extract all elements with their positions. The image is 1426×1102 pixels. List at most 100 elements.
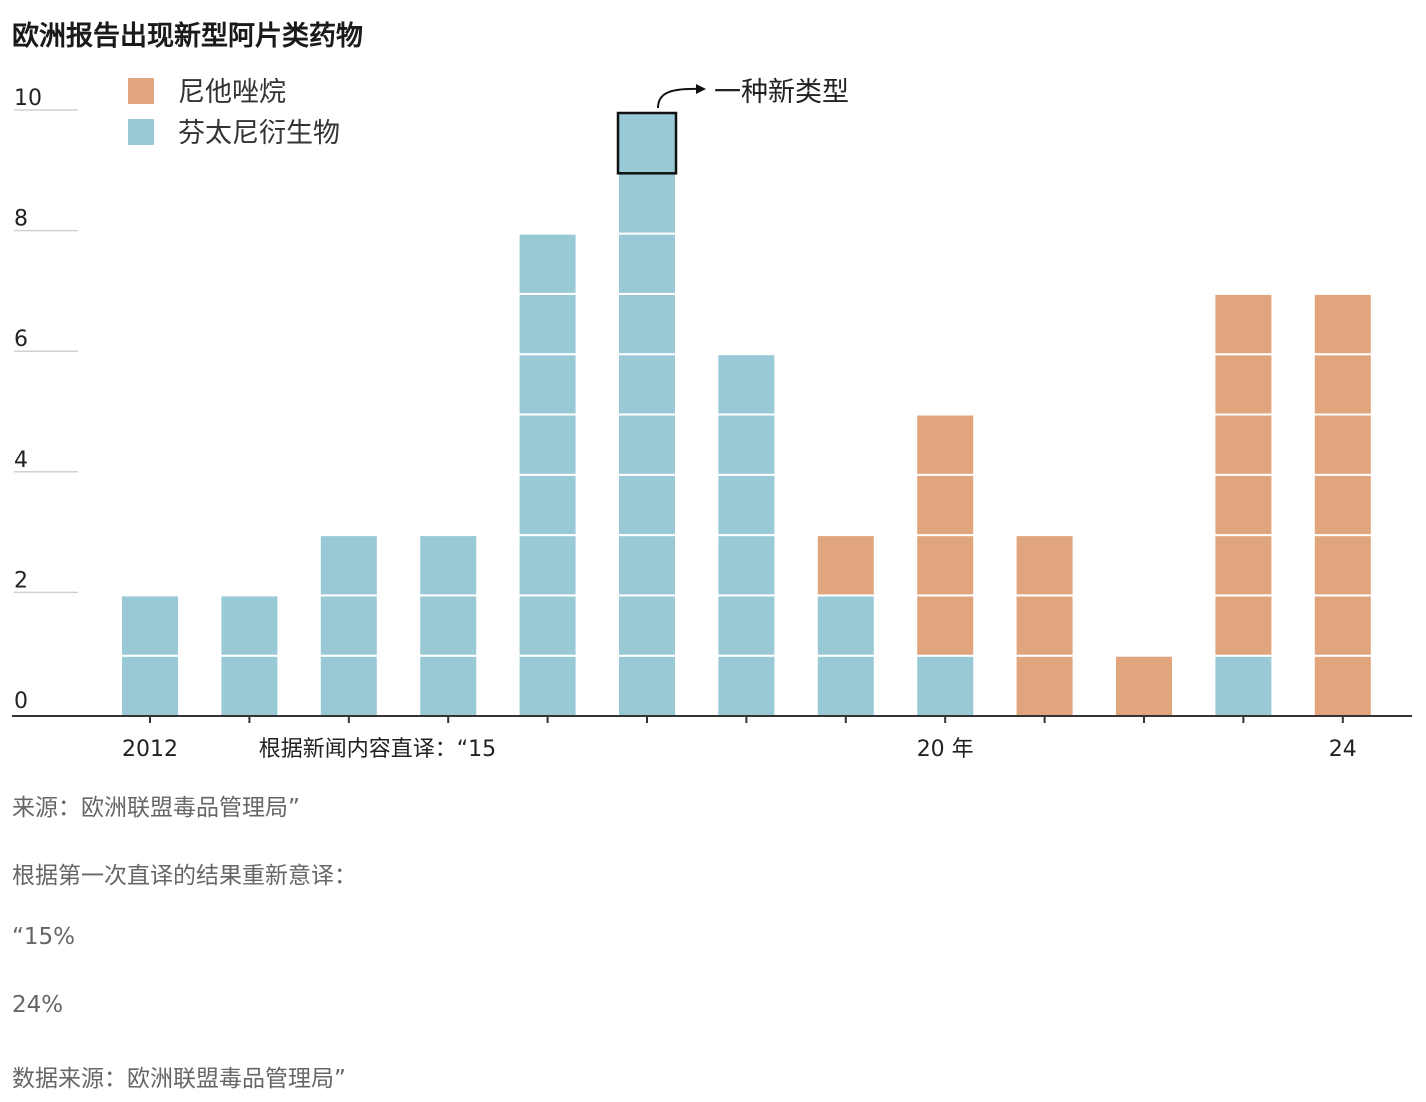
bar-segment — [1014, 654, 1075, 718]
bar-segment — [1213, 473, 1274, 537]
bar-2014 — [318, 534, 379, 718]
bar-segment — [617, 654, 677, 718]
bar-segment — [1213, 534, 1274, 597]
bar-2013 — [219, 594, 280, 718]
bar-segment — [1312, 654, 1373, 718]
bar-segment — [1312, 292, 1373, 356]
bar-segment — [617, 172, 677, 235]
legend-label: 芬太尼衍生物 — [178, 118, 340, 149]
annotation-label: 一种新类型 — [714, 77, 849, 108]
bar-segment — [915, 534, 976, 597]
highlighted-new-type-block — [616, 111, 678, 175]
x-axis: 2012 根据新闻内容直译：“15 20 年 24 — [12, 715, 1412, 762]
bar-segment — [617, 473, 677, 537]
bar-segment — [1213, 413, 1274, 476]
bar-segment — [517, 292, 578, 356]
x-tick-label: 根据新闻内容直译：“15 — [259, 737, 496, 762]
bar-segment — [517, 654, 578, 718]
x-tick-label: 2012 — [122, 737, 178, 762]
bar-segment — [418, 534, 479, 597]
bar-segment — [517, 473, 578, 537]
bar-segment — [716, 594, 777, 657]
bar-segment — [1213, 292, 1274, 356]
bar-segment — [1312, 413, 1373, 476]
bar-segment — [716, 413, 777, 476]
bar-segment — [1312, 534, 1373, 597]
annotation-arrow — [657, 87, 701, 109]
legend-label: 尼他唑烷 — [178, 77, 286, 108]
bar-segment — [1014, 534, 1075, 597]
bar-segment — [517, 353, 578, 416]
bar-segment — [617, 232, 677, 295]
bar-segment — [318, 654, 379, 718]
bar-segment — [517, 594, 578, 657]
bar-segment — [716, 534, 777, 597]
bar-2024 — [1312, 292, 1373, 718]
bar-segment — [1114, 654, 1174, 718]
bar-segment — [517, 232, 578, 295]
bar-segment — [120, 594, 180, 657]
bar-2017 — [616, 111, 678, 718]
bar-segment — [915, 473, 976, 537]
bar-segment — [318, 534, 379, 597]
bar-segment — [815, 654, 876, 718]
bar-segment — [219, 654, 280, 718]
gridlines: 0 2 4 6 8 10 — [14, 86, 78, 714]
bar-segment — [1312, 473, 1373, 537]
bar-segment — [815, 534, 876, 597]
bar-2020 — [915, 413, 976, 718]
x-tick-label: 24 — [1329, 737, 1357, 762]
bar-2021 — [1014, 534, 1075, 718]
bar-segment — [716, 654, 777, 718]
y-tick-label: 10 — [14, 86, 42, 111]
arrow-head-icon — [696, 84, 706, 94]
bar-2016 — [517, 232, 578, 718]
bar-segment — [120, 654, 180, 718]
bar-segment — [1014, 594, 1075, 657]
bar-segment — [617, 413, 677, 476]
bar-segment — [915, 413, 976, 476]
bar-2022 — [1114, 654, 1174, 718]
bar-segment — [617, 292, 677, 356]
source-note: 来源：欧洲联盟毒品管理局” — [12, 795, 300, 821]
x-tick-label: 20 年 — [917, 737, 974, 762]
bar-segment — [1213, 594, 1274, 657]
y-tick-label: 4 — [14, 448, 28, 473]
bar-segment — [418, 654, 479, 718]
y-tick-label: 8 — [14, 207, 28, 232]
bar-segment — [418, 594, 479, 657]
bar-segment — [915, 594, 976, 657]
percent-note-24: 24% — [12, 992, 64, 1018]
bar-segment — [915, 654, 976, 718]
y-tick-label: 2 — [14, 568, 28, 593]
percent-note-15: “15% — [12, 924, 76, 950]
bars — [120, 111, 1373, 718]
legend-swatch — [128, 78, 154, 104]
bar-segment — [517, 413, 578, 476]
bar-segment — [617, 594, 677, 657]
annotation: 一种新类型 — [657, 77, 849, 109]
bar-segment — [517, 534, 578, 597]
bar-segment — [1312, 594, 1373, 657]
retranslation-note: 根据第一次直译的结果重新意译： — [12, 863, 357, 889]
bar-2015 — [418, 534, 479, 718]
bar-segment — [1213, 654, 1274, 718]
bar-segment — [1213, 353, 1274, 416]
bar-segment — [318, 594, 379, 657]
y-tick-label: 6 — [14, 327, 28, 352]
bar-2019 — [815, 534, 876, 718]
bar-2012 — [120, 594, 180, 718]
chart-title: 欧洲报告出现新型阿片类药物 — [12, 21, 363, 52]
bar-segment — [617, 353, 677, 416]
bar-segment — [617, 534, 677, 597]
bar-segment — [219, 594, 280, 657]
data-source-note: 数据来源：欧洲联盟毒品管理局” — [12, 1066, 346, 1092]
bar-segment — [815, 594, 876, 657]
y-tick-label: 0 — [14, 689, 28, 714]
bar-segment — [716, 473, 777, 537]
bar-2018 — [716, 353, 777, 718]
bar-2023 — [1213, 292, 1274, 718]
legend-swatch — [128, 119, 154, 145]
